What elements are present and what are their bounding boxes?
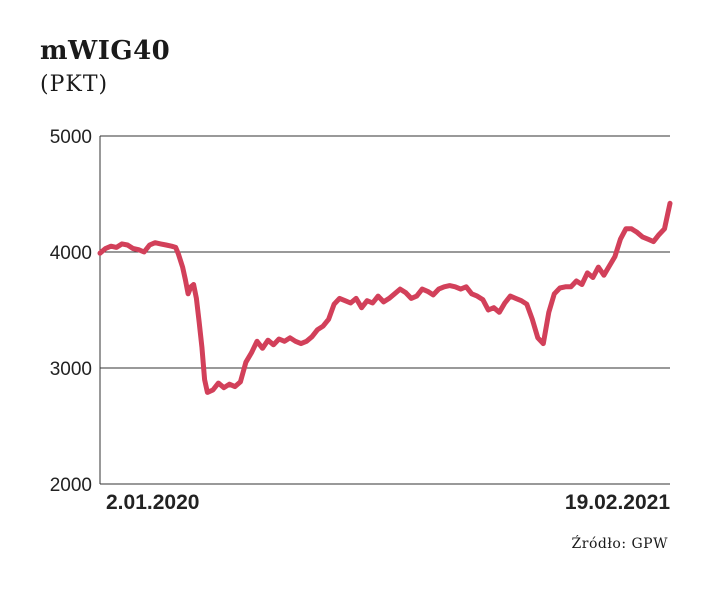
chart-unit: (PKT) <box>40 72 109 97</box>
chart-title: mWIG40 <box>40 36 171 66</box>
grid-layer <box>100 135 670 485</box>
x-end-label: 19.02.2021 <box>565 491 670 514</box>
y-tick-label: 2000 <box>50 475 92 496</box>
source-note: Źródło: GPW <box>571 536 668 552</box>
y-tick-label: 5000 <box>50 127 92 148</box>
axis-layer: 2000 3000 4000 5000 <box>50 127 101 496</box>
series-line-0 <box>97 200 673 395</box>
y-tick-label: 3000 <box>50 359 92 380</box>
y-tick-label: 4000 <box>50 243 92 264</box>
x-start-label: 2.01.2020 <box>106 491 199 514</box>
series-layer <box>97 200 673 395</box>
